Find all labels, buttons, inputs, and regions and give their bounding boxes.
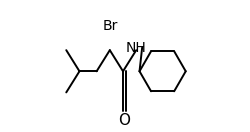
- Text: NH: NH: [125, 41, 146, 55]
- Text: O: O: [118, 113, 130, 128]
- Text: Br: Br: [102, 19, 118, 33]
